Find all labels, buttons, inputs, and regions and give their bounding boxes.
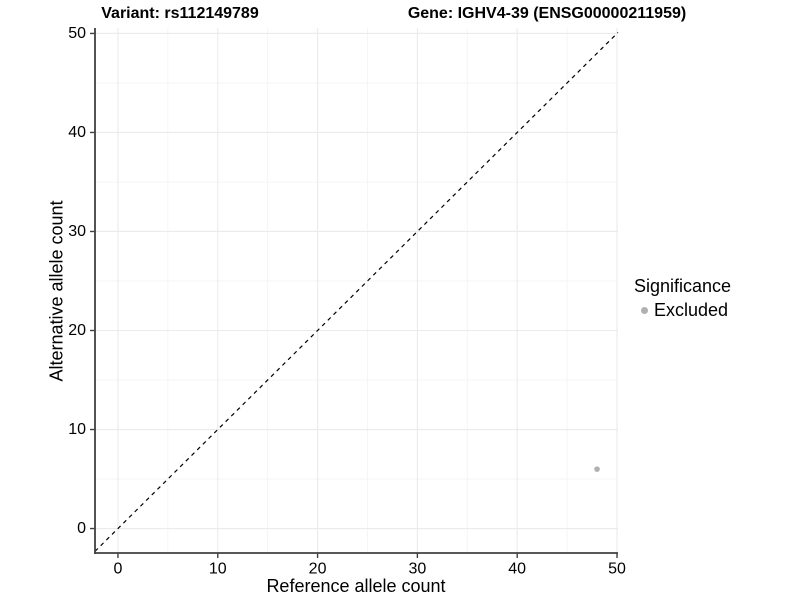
legend-item-excluded: Excluded <box>634 300 731 321</box>
plot-title-variant: Variant: rs112149789 <box>101 5 259 22</box>
y-axis-tick-label: 0 <box>77 520 86 537</box>
legend-point-icon <box>641 307 648 314</box>
x-axis-tick-label: 30 <box>408 560 426 577</box>
x-axis-title: Reference allele count <box>266 576 446 596</box>
x-axis-tick-label: 20 <box>309 560 327 577</box>
y-axis-tick-label: 30 <box>68 223 86 240</box>
x-axis-tick-label: 10 <box>209 560 227 577</box>
y-axis-tick-label: 10 <box>68 421 86 438</box>
legend: Significance Excluded <box>634 276 731 321</box>
y-axis-tick-label: 20 <box>68 322 86 339</box>
plot-title-gene: Gene: IGHV4-39 (ENSG00000211959) <box>407 5 687 22</box>
x-axis-tick-label: 40 <box>508 560 526 577</box>
y-axis-title: Alternative allele count <box>46 200 67 382</box>
data-point <box>594 466 600 472</box>
y-axis-tick-label: 50 <box>68 25 86 42</box>
x-axis-tick-label: 50 <box>608 560 626 577</box>
legend-item-label: Excluded <box>654 300 729 320</box>
legend-title: Significance <box>634 276 732 296</box>
x-axis-tick-label: 0 <box>114 560 123 577</box>
y-axis-tick-label: 40 <box>68 124 86 141</box>
identity-line <box>94 32 619 552</box>
